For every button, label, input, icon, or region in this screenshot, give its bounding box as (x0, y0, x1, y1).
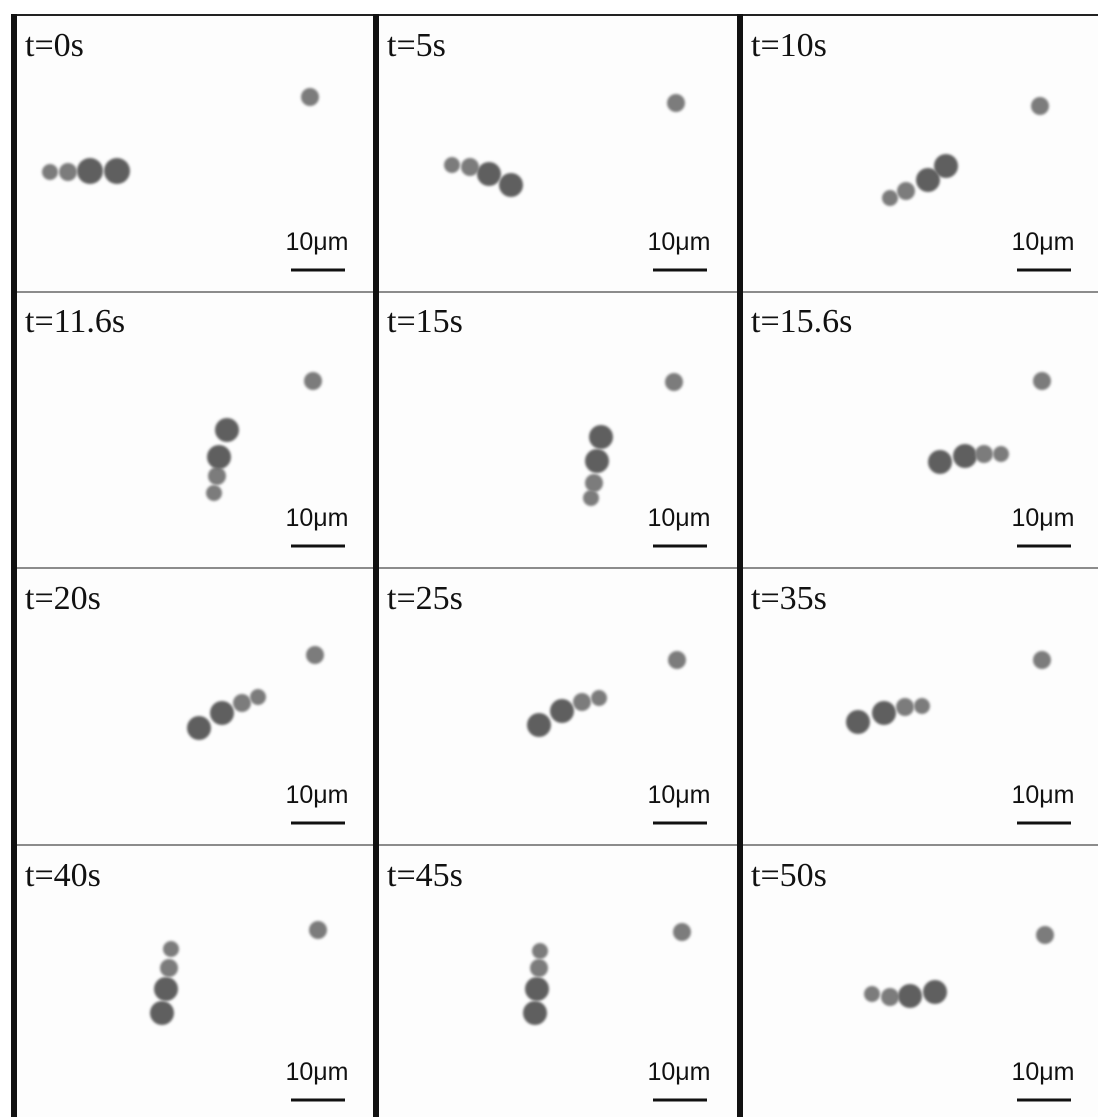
time-label: t=50s (751, 857, 827, 894)
particle (163, 941, 179, 957)
particle (532, 943, 548, 959)
scale-label: 10μm (647, 781, 710, 809)
particle (523, 1001, 547, 1025)
particle (975, 445, 993, 463)
time-label: t=5s (387, 27, 446, 64)
particle (187, 716, 211, 740)
particle (1033, 651, 1051, 669)
particle (210, 701, 234, 725)
particle (206, 485, 222, 501)
particle (923, 980, 947, 1004)
particle (953, 444, 977, 468)
particle (306, 646, 324, 664)
figure: t=0s 10μm t=5s 10μm t=10s 10μm t=11.6s 10μm t=15… (0, 0, 1098, 1117)
particle (477, 162, 501, 186)
particle (993, 446, 1009, 462)
particle (59, 163, 77, 181)
particle (914, 698, 930, 714)
particle (499, 173, 523, 197)
time-label: t=45s (387, 857, 463, 894)
particle (673, 923, 691, 941)
particle (1031, 97, 1049, 115)
scale-label: 10μm (285, 781, 348, 809)
particle (881, 988, 899, 1006)
particle (591, 690, 607, 706)
particle (864, 986, 880, 1002)
particle (1036, 926, 1054, 944)
particle (208, 467, 226, 485)
particle (309, 921, 327, 939)
particle (898, 984, 922, 1008)
particle (668, 651, 686, 669)
particle (525, 977, 549, 1001)
particle (872, 701, 896, 725)
particle (585, 449, 609, 473)
particle (207, 445, 231, 469)
particle (301, 88, 319, 106)
scale-label: 10μm (1011, 781, 1074, 809)
particle (897, 182, 915, 200)
particle (527, 713, 551, 737)
scale-label: 10μm (647, 1058, 710, 1086)
page: t=0s 10μm t=5s 10μm t=10s 10μm t=11.6s 10μm t=15… (0, 0, 1098, 1117)
particle (233, 694, 251, 712)
particle (250, 689, 266, 705)
scale-label: 10μm (1011, 504, 1074, 532)
scale-label: 10μm (285, 1058, 348, 1086)
time-label: t=0s (25, 27, 84, 64)
particle (530, 959, 548, 977)
particle (160, 959, 178, 977)
particle (1033, 372, 1051, 390)
particle (150, 1001, 174, 1025)
particle (882, 190, 898, 206)
particle (934, 154, 958, 178)
particle (77, 158, 103, 184)
particle (104, 158, 130, 184)
scale-label: 10μm (1011, 1058, 1074, 1086)
particle (550, 699, 574, 723)
time-label: t=25s (387, 580, 463, 617)
time-label: t=20s (25, 580, 101, 617)
particle (42, 164, 58, 180)
scale-label: 10μm (647, 504, 710, 532)
particle (589, 425, 613, 449)
time-label: t=40s (25, 857, 101, 894)
time-label: t=15s (387, 303, 463, 340)
time-label: t=11.6s (25, 303, 125, 340)
time-label: t=35s (751, 580, 827, 617)
time-label: t=15.6s (751, 303, 852, 340)
scale-label: 10μm (647, 228, 710, 256)
particle (583, 490, 599, 506)
particle (444, 157, 460, 173)
particle (667, 94, 685, 112)
scale-label: 10μm (285, 228, 348, 256)
particle (846, 710, 870, 734)
particle (154, 977, 178, 1001)
particle (896, 698, 914, 716)
particle (215, 418, 239, 442)
scale-label: 10μm (285, 504, 348, 532)
particle (573, 693, 591, 711)
particle (928, 450, 952, 474)
particle (585, 474, 603, 492)
particle (304, 372, 322, 390)
time-label: t=10s (751, 27, 827, 64)
particle (461, 158, 479, 176)
particle (665, 373, 683, 391)
scale-label: 10μm (1011, 228, 1074, 256)
